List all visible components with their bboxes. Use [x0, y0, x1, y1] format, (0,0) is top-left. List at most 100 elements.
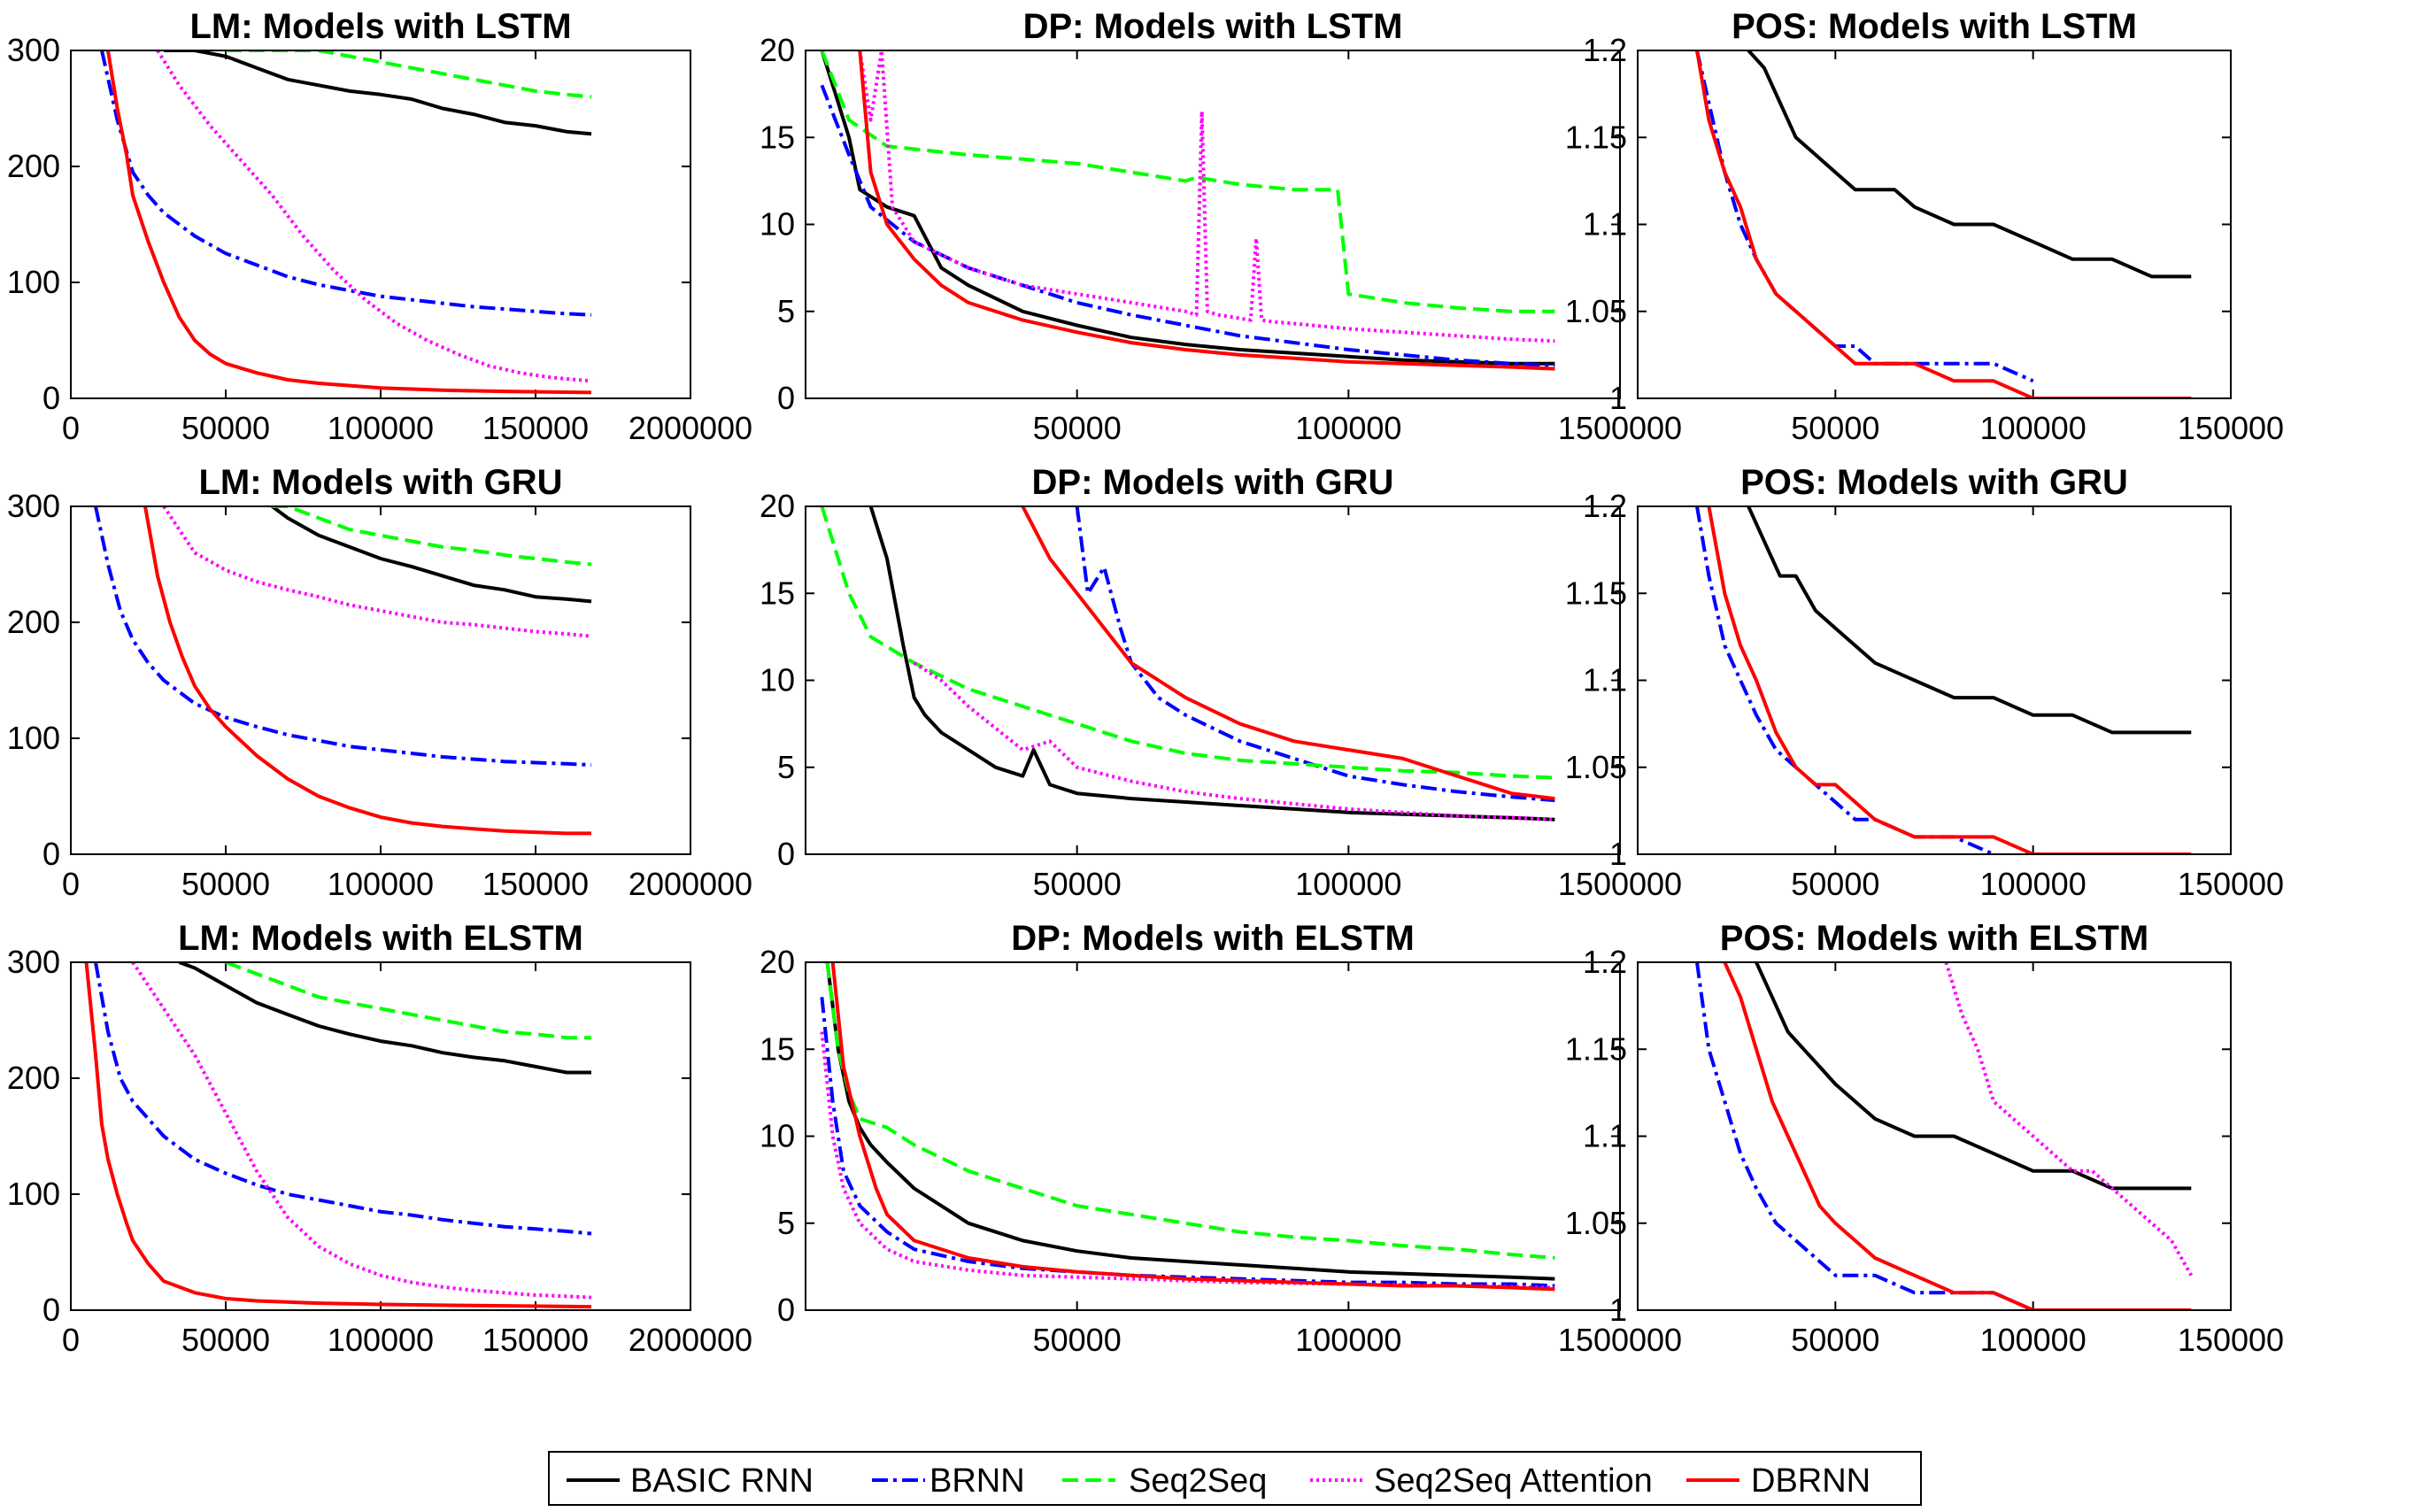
panel-2-series-brnn	[820, 84, 1555, 367]
panel-7-series-group	[84, 962, 592, 1309]
panel-3-xtick-label: 150000	[2178, 410, 2284, 446]
panel-1-title: LM: Models with LSTM	[189, 7, 571, 46]
legend-label-brnn: BRNN	[929, 1462, 1025, 1500]
panel-7-series-dbrnn	[84, 962, 592, 1309]
panel-2-ytick-label: 0	[777, 380, 795, 416]
panel-5-series-group	[820, 506, 1555, 822]
panel-8-series-seq2seq	[825, 962, 1555, 1260]
panel-1-ytick-label: 100	[7, 264, 60, 300]
panel-9-xtick-label: 100000	[1980, 1322, 2086, 1358]
panel-6-title: POS: Models with GRU	[1740, 463, 2128, 502]
panel-9-series-seq2seq-attention	[1944, 962, 2194, 1277]
panel-5-axes-frame	[805, 505, 1621, 855]
panel-4-ytick-label: 300	[7, 488, 60, 524]
panel-7-series-basic-rnn	[178, 962, 591, 1075]
panel-2-series-dbrnn	[858, 50, 1555, 371]
panel-9-ytick-label: 1.1	[1583, 1118, 1627, 1154]
panel-8-ytick-label: 5	[777, 1205, 795, 1241]
panel-4-series-seq2seq-attention	[162, 506, 592, 638]
panel-6-ytick-label: 1.15	[1565, 575, 1627, 611]
panel-3-series-brnn	[1695, 50, 2034, 383]
legend-entry-seq2seq: Seq2Seq	[1062, 1462, 1267, 1500]
panel-4-ytick-label: 0	[42, 836, 60, 872]
panel-4-title: LM: Models with GRU	[198, 463, 562, 502]
panel-2-xtick-label: 100000	[1295, 410, 1401, 446]
panel-9-ytick-label: 1.05	[1565, 1205, 1627, 1241]
panel-4-xtick-label: 150000	[482, 866, 589, 902]
panel-1-xtick-label: 0	[62, 410, 80, 446]
panel-6-ytick-label: 1.05	[1565, 749, 1627, 785]
panel-1-series-seq2seq	[226, 50, 592, 99]
panel-5-xtick-label: 1500000	[1558, 866, 1682, 902]
legend-label-dbrnn: DBRNN	[1751, 1462, 1870, 1500]
panel-6-series-basic-rnn	[1747, 506, 2192, 735]
panel-3-series-group	[1695, 50, 2192, 398]
panel-6-series-group	[1695, 506, 2192, 854]
panel-6-series-brnn	[1695, 506, 1994, 854]
subplot-lm-models-with-elstm: LM: Models with ELSTM 0 100 200 300 0 50000 100…	[7, 919, 752, 1358]
subplot-pos-models-with-gru: POS: Models with GRU 1 1.05 1.1 1.15 1.2 50000…	[1565, 463, 2284, 902]
subplot-lm-models-with-lstm: LM: Models with LSTM 0 100 200 300 0 50000 1000…	[7, 7, 752, 446]
subplot-dp-models-with-elstm: DP: Models with ELSTM 0 5 10 15 20 50000 100000…	[760, 919, 1682, 1358]
panel-8-xtick-label: 1500000	[1558, 1322, 1682, 1358]
panel-1-series-brnn	[100, 50, 592, 317]
panel-6-xtick-label: 50000	[1791, 866, 1879, 902]
panel-1-xtick-label: 150000	[482, 410, 589, 446]
panel-8-xtick-label: 50000	[1033, 1322, 1122, 1358]
panel-9-series-dbrnn	[1723, 962, 2192, 1310]
panel-4-xtick-label: 50000	[181, 866, 270, 902]
panel-7-xtick-label: 2000000	[629, 1322, 752, 1358]
panel-4-ytick-label: 100	[7, 720, 60, 756]
subplot-pos-models-with-elstm: POS: Models with ELSTM 1 1.05 1.1 1.15 1.2 500…	[1565, 919, 2284, 1358]
panel-9-series-group	[1695, 962, 2194, 1310]
panel-5-xtick-label: 50000	[1033, 866, 1122, 902]
panel-3-series-dbrnn	[1695, 50, 2192, 398]
legend: BASIC RNN BRNN Seq2Seq Seq2Seq Attention…	[548, 1451, 1922, 1506]
legend-entry-brnn: BRNN	[872, 1462, 1025, 1500]
panel-7-series-seq2seq-attention	[131, 962, 592, 1300]
panel-4-series-brnn	[94, 506, 592, 768]
panel-8-series-dbrnn	[830, 962, 1555, 1292]
panel-6-series-dbrnn	[1707, 506, 2192, 854]
panel-9-axes-frame	[1637, 961, 2232, 1311]
panel-4-series-group	[94, 506, 592, 836]
panel-2-ytick-label: 15	[760, 119, 795, 155]
panel-1-series-dbrnn	[106, 50, 592, 395]
panel-3-series-basic-rnn	[1747, 50, 2192, 279]
panel-3-ytick-label: 1.2	[1583, 32, 1627, 68]
panel-5-ytick-label: 5	[777, 749, 795, 785]
panel-2-series-seq2seq-attention	[858, 50, 1555, 343]
panel-4-series-basic-rnn	[271, 506, 592, 604]
panel-9-title: POS: Models with ELSTM	[1720, 919, 2148, 958]
panel-1-xtick-label: 100000	[328, 410, 434, 446]
panel-1-ytick-label: 0	[42, 380, 60, 416]
panel-5-title: DP: Models with GRU	[1032, 463, 1394, 502]
panel-2-series-seq2seq	[820, 50, 1555, 313]
panel-7-title: LM: Models with ELSTM	[178, 919, 583, 958]
panel-7-xtick-label: 50000	[181, 1322, 270, 1358]
panel-9-ytick-label: 1.15	[1565, 1030, 1627, 1067]
panel-7-ytick-label: 200	[7, 1060, 60, 1096]
panel-2-title: DP: Models with LSTM	[1023, 7, 1403, 46]
panel-5-series-brnn	[1075, 506, 1555, 803]
panel-8-ytick-label: 15	[760, 1030, 795, 1067]
panel-2-xtick-label: 1500000	[1558, 410, 1682, 446]
panel-7-ytick-label: 0	[42, 1292, 60, 1328]
panel-3-axes-frame	[1637, 50, 2232, 399]
panel-4-series-dbrnn	[143, 506, 591, 836]
subplot-lm-models-with-gru: LM: Models with GRU 0 100 200 300 0 50000 10000…	[7, 463, 752, 902]
panel-2-series-basic-rnn	[820, 50, 1555, 366]
panel-5-xtick-label: 100000	[1295, 866, 1401, 902]
panel-8-xtick-label: 100000	[1295, 1322, 1401, 1358]
panel-1-xtick-label: 2000000	[629, 410, 752, 446]
panel-9-ytick-label: 1.2	[1583, 944, 1627, 980]
panel-8-ytick-label: 20	[760, 944, 795, 980]
legend-entry-dbrnn: DBRNN	[1686, 1462, 1870, 1500]
panel-6-axes-frame	[1637, 505, 2232, 855]
legend-label-seq2seq-attention: Seq2Seq Attention	[1374, 1462, 1653, 1500]
panel-2-ytick-label: 10	[760, 206, 795, 243]
panel-7-series-brnn	[94, 962, 592, 1236]
panel-5-ytick-label: 15	[760, 575, 795, 611]
panel-1-ytick-label: 300	[7, 32, 60, 68]
